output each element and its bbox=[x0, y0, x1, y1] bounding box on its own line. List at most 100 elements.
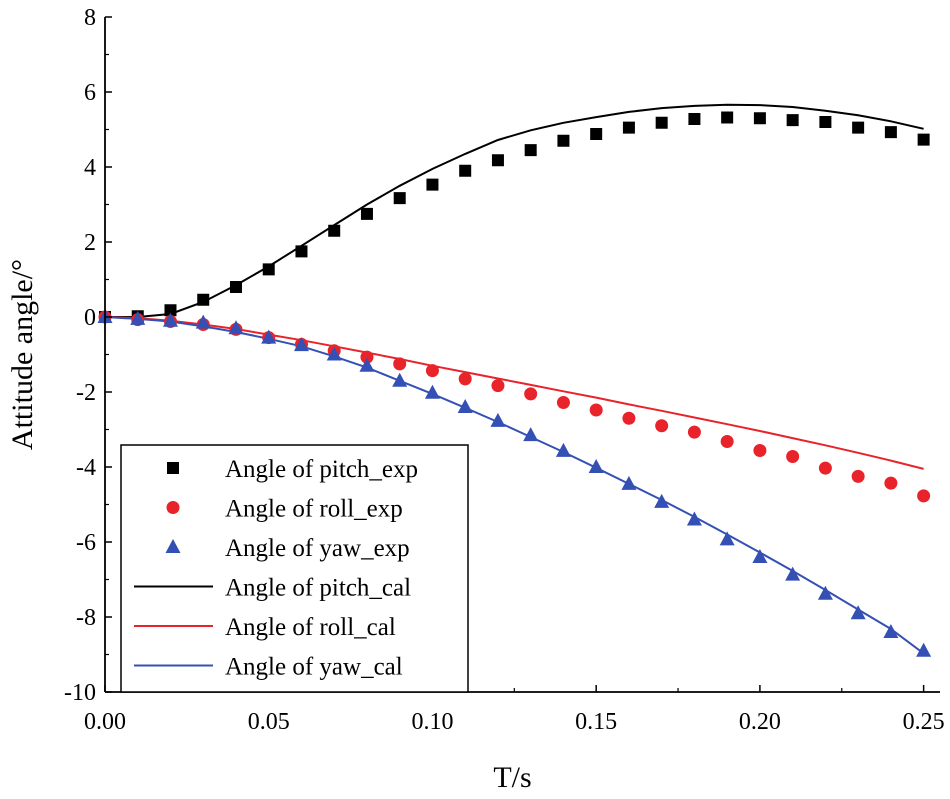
legend-marker-angle-of-roll-exp bbox=[166, 501, 180, 514]
point-angle-of-pitch-exp-8 bbox=[360, 207, 373, 220]
point-angle-of-roll-exp-25 bbox=[917, 489, 931, 503]
point-angle-of-roll-exp-12 bbox=[491, 379, 505, 393]
x-tick-label-0: 0.00 bbox=[84, 709, 126, 735]
point-angle-of-pitch-exp-5 bbox=[262, 263, 275, 276]
point-angle-of-pitch-exp-13 bbox=[524, 144, 537, 157]
point-angle-of-pitch-exp-4 bbox=[229, 281, 242, 293]
axes: -10 -8 -6 -4 -2 0 2 4 6 8 0.00 0.05 0.10 0.15 0.20 0.25… bbox=[6, 5, 945, 794]
point-angle-of-roll-exp-9 bbox=[393, 357, 407, 371]
legend-box bbox=[120, 444, 469, 693]
y-tick-label-5: 0 bbox=[84, 305, 96, 331]
point-angle-of-roll-exp-13 bbox=[524, 387, 538, 401]
point-angle-of-yaw-exp-4 bbox=[228, 320, 244, 335]
y-tick-label-1: -8 bbox=[76, 605, 96, 631]
point-angle-of-pitch-exp-23 bbox=[852, 121, 865, 134]
y-tick-label-2: -6 bbox=[76, 530, 96, 556]
y-tick-label-7: 4 bbox=[84, 155, 96, 181]
point-angle-of-pitch-exp-15 bbox=[590, 128, 603, 140]
point-angle-of-roll-exp-14 bbox=[556, 396, 570, 409]
point-angle-of-roll-exp-22 bbox=[818, 461, 832, 475]
point-angle-of-pitch-exp-17 bbox=[655, 116, 668, 129]
point-angle-of-yaw-exp-15 bbox=[588, 459, 604, 473]
point-angle-of-yaw-exp-19 bbox=[719, 531, 735, 546]
legend-label-angle-of-roll-cal: Angle of roll_cal bbox=[225, 614, 396, 641]
point-angle-of-yaw-exp-8 bbox=[359, 357, 375, 372]
point-angle-of-pitch-exp-9 bbox=[393, 192, 406, 205]
point-angle-of-pitch-exp-25 bbox=[917, 133, 930, 146]
legend-marker-angle-of-yaw-exp bbox=[165, 539, 181, 553]
point-angle-of-yaw-exp-16 bbox=[621, 475, 637, 490]
x-tick-label-4: 0.20 bbox=[739, 709, 781, 735]
point-angle-of-pitch-exp-16 bbox=[622, 121, 635, 134]
point-angle-of-yaw-exp-12 bbox=[490, 412, 506, 427]
point-angle-of-yaw-exp-22 bbox=[817, 585, 833, 600]
point-angle-of-yaw-exp-1 bbox=[130, 310, 146, 325]
plot-area bbox=[97, 103, 932, 657]
point-angle-of-yaw-exp-7 bbox=[326, 346, 342, 361]
point-angle-of-yaw-exp-2 bbox=[162, 312, 178, 327]
x-tick-label-3: 0.15 bbox=[575, 709, 617, 735]
y-tick-label-8: 6 bbox=[84, 80, 96, 106]
point-angle-of-roll-exp-23 bbox=[851, 469, 865, 483]
x-tick-label-5: 0.25 bbox=[903, 709, 945, 735]
point-angle-of-roll-exp-17 bbox=[655, 419, 669, 433]
point-angle-of-yaw-exp-25 bbox=[916, 642, 932, 657]
y-axis-title: Attitude angle/° bbox=[6, 259, 39, 450]
point-angle-of-roll-exp-18 bbox=[687, 425, 701, 439]
point-angle-of-pitch-exp-6 bbox=[295, 245, 308, 258]
point-angle-of-roll-exp-20 bbox=[753, 444, 767, 457]
point-angle-of-pitch-exp-20 bbox=[753, 112, 766, 125]
point-angle-of-yaw-exp-18 bbox=[686, 511, 702, 526]
legend-label-angle-of-roll-exp: Angle of roll_exp bbox=[225, 496, 403, 523]
point-angle-of-yaw-exp-21 bbox=[785, 566, 801, 581]
legend-marker-angle-of-pitch-exp bbox=[167, 462, 179, 474]
point-angle-of-yaw-exp-3 bbox=[195, 314, 211, 329]
point-angle-of-pitch-exp-7 bbox=[328, 224, 341, 237]
point-angle-of-pitch-exp-22 bbox=[819, 116, 832, 128]
point-angle-of-roll-exp-19 bbox=[720, 435, 734, 448]
x-tick-label-1: 0.05 bbox=[248, 709, 290, 735]
point-angle-of-roll-exp-8 bbox=[360, 350, 374, 364]
point-angle-of-yaw-exp-5 bbox=[261, 329, 277, 344]
point-angle-of-yaw-exp-23 bbox=[850, 605, 866, 620]
x-axis-title: T/s bbox=[493, 761, 531, 794]
series-line-angle-of-pitch-cal bbox=[105, 103, 924, 318]
point-angle-of-pitch-exp-21 bbox=[786, 114, 799, 127]
point-angle-of-yaw-exp-17 bbox=[654, 493, 670, 508]
point-angle-of-roll-exp-16 bbox=[622, 411, 636, 425]
point-angle-of-yaw-exp-6 bbox=[293, 337, 309, 352]
point-angle-of-pitch-exp-3 bbox=[197, 293, 210, 306]
x-tick-label-2: 0.10 bbox=[411, 709, 453, 735]
point-angle-of-pitch-exp-12 bbox=[491, 154, 504, 167]
point-angle-of-roll-exp-11 bbox=[458, 372, 472, 386]
point-angle-of-roll-exp-10 bbox=[425, 364, 439, 378]
point-angle-of-pitch-exp-2 bbox=[164, 304, 177, 317]
legend-label-angle-of-yaw-exp: Angle of yaw_exp bbox=[225, 535, 410, 562]
legend-label-angle-of-yaw-cal: Angle of yaw_cal bbox=[225, 654, 403, 681]
point-angle-of-pitch-exp-19 bbox=[721, 111, 734, 124]
point-angle-of-pitch-exp-14 bbox=[557, 134, 570, 147]
point-angle-of-yaw-exp-11 bbox=[457, 399, 473, 413]
point-angle-of-pitch-exp-10 bbox=[426, 178, 439, 191]
legend: Angle of pitch_exp Angle of roll_exp Angle… bbox=[120, 444, 469, 693]
y-tick-label-0: -10 bbox=[64, 680, 96, 706]
y-tick-label-4: -2 bbox=[76, 380, 96, 406]
point-angle-of-yaw-exp-10 bbox=[424, 384, 440, 399]
point-angle-of-pitch-exp-18 bbox=[688, 113, 701, 125]
point-angle-of-yaw-exp-13 bbox=[523, 427, 539, 442]
legend-label-angle-of-pitch-exp: Angle of pitch_exp bbox=[225, 456, 418, 483]
y-tick-label-9: 8 bbox=[84, 5, 96, 31]
point-angle-of-yaw-exp-9 bbox=[392, 372, 408, 387]
y-tick-label-6: 2 bbox=[84, 230, 96, 256]
point-angle-of-yaw-exp-20 bbox=[752, 549, 768, 563]
point-angle-of-yaw-exp-24 bbox=[883, 624, 899, 638]
point-angle-of-pitch-exp-24 bbox=[884, 126, 897, 139]
legend-label-angle-of-pitch-cal: Angle of pitch_cal bbox=[225, 575, 411, 602]
point-angle-of-roll-exp-24 bbox=[884, 476, 898, 490]
point-angle-of-yaw-exp-14 bbox=[555, 442, 571, 457]
point-angle-of-roll-exp-21 bbox=[786, 450, 800, 463]
point-angle-of-roll-exp-15 bbox=[589, 403, 603, 417]
y-tick-label-3: -4 bbox=[76, 455, 96, 481]
point-angle-of-pitch-exp-11 bbox=[459, 164, 472, 177]
